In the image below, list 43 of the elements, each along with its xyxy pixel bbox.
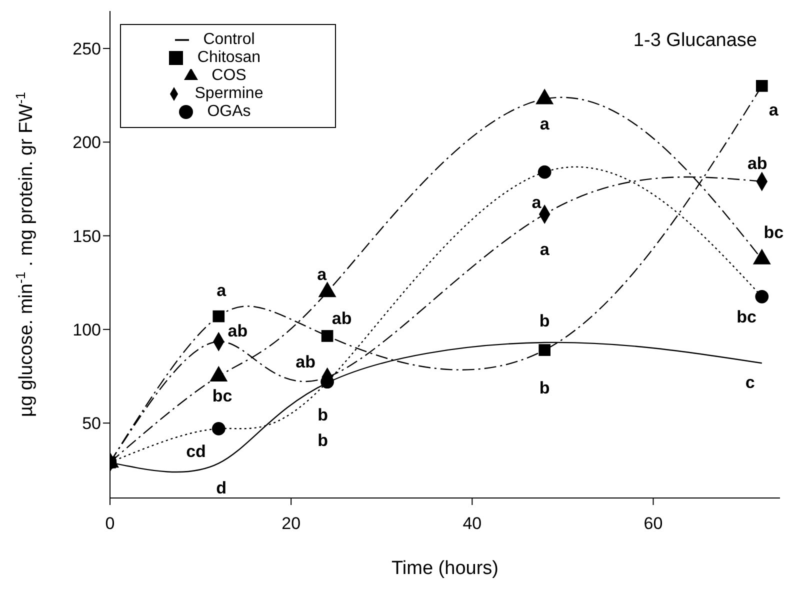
x-tick-label: 40 xyxy=(462,514,482,534)
text: 1-3 Glucanase xyxy=(633,30,757,52)
point xyxy=(538,165,552,179)
annotation: bc xyxy=(736,307,756,326)
y-tick-label: 250 xyxy=(72,39,101,58)
point xyxy=(755,290,769,304)
x-axis-title: Time (hours) xyxy=(392,558,498,579)
annotation: d xyxy=(216,478,227,498)
y-tick-label: 100 xyxy=(72,320,101,340)
point xyxy=(756,80,768,92)
legend-label: OGAs xyxy=(207,103,251,120)
annotation: bc xyxy=(764,223,784,242)
x-tick-label: 20 xyxy=(282,514,301,534)
annotation: ab xyxy=(296,352,316,372)
y-tick-label: 150 xyxy=(72,226,101,246)
annotation: bc xyxy=(212,386,232,406)
annotation: ab xyxy=(332,309,352,328)
annotation: b xyxy=(539,312,550,331)
annotation: a xyxy=(540,240,550,259)
point xyxy=(321,330,334,342)
legend-label: Control xyxy=(203,31,255,48)
point xyxy=(212,422,226,436)
annotation: b xyxy=(318,406,328,425)
y-tick-label: 50 xyxy=(82,414,101,434)
annotation: cd xyxy=(186,442,206,462)
annotation: a xyxy=(216,281,227,300)
legend-label: COS xyxy=(212,67,246,84)
annotation: ab xyxy=(747,154,768,173)
annotation: a xyxy=(317,264,328,284)
legend-label: Spermine xyxy=(194,85,264,102)
annotation: a xyxy=(540,114,550,134)
y-tick-label: 200 xyxy=(72,133,101,152)
x-tick-label: 0 xyxy=(105,514,115,534)
point xyxy=(538,344,551,356)
annotation: ab xyxy=(228,321,248,340)
annotation: a xyxy=(768,100,779,120)
annotation: b xyxy=(539,378,550,398)
annotation: c xyxy=(745,372,755,392)
legend-label: Chitosan xyxy=(197,49,261,66)
annotation: a xyxy=(532,193,542,212)
x-tick-label: 60 xyxy=(644,514,663,534)
point xyxy=(212,310,225,322)
annotation: b xyxy=(318,430,328,450)
